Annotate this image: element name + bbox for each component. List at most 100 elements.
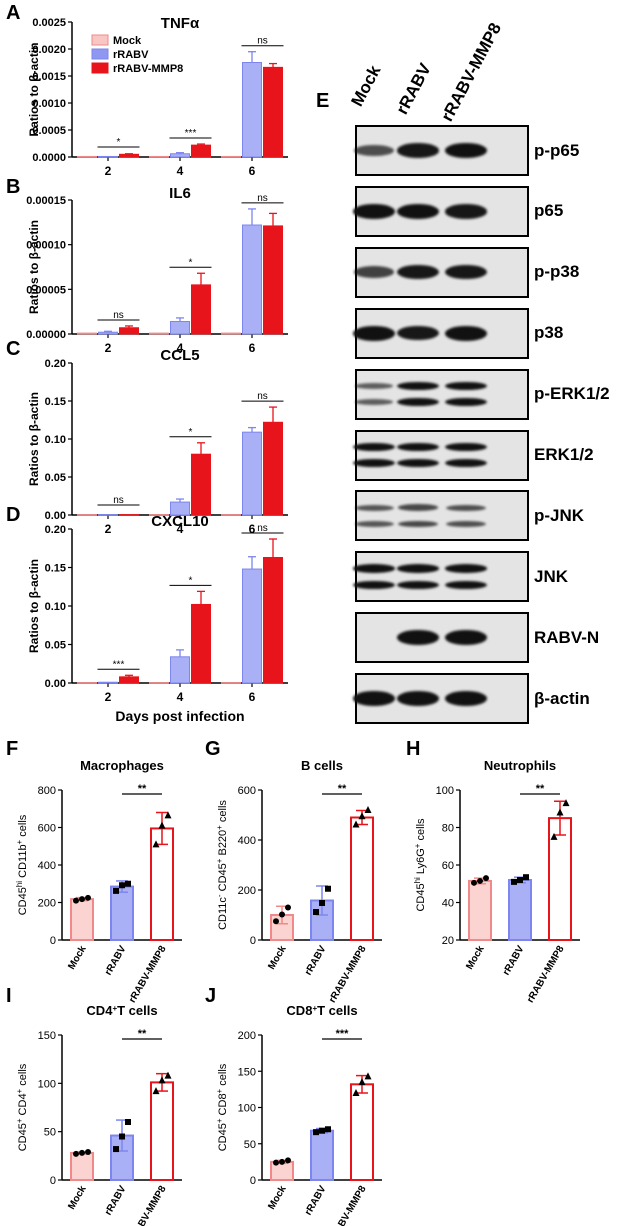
- blot-strip: [355, 612, 529, 664]
- y-tick-label: 0.10: [45, 434, 66, 446]
- blot-strip: [354, 125, 529, 176]
- data-point: [113, 1146, 119, 1153]
- data-point: [523, 874, 529, 881]
- data-point: [517, 877, 523, 883]
- data-point: [352, 820, 360, 828]
- blot-row-label: p-ERK1/2: [534, 384, 610, 404]
- bar: [119, 514, 139, 516]
- blot-strip: [354, 490, 529, 542]
- protein-band: [397, 143, 439, 158]
- protein-band: [397, 265, 439, 280]
- bar: [191, 284, 211, 335]
- bar: [149, 155, 169, 158]
- y-axis-label: Ratios to β-actin: [27, 392, 41, 486]
- bar: [221, 682, 241, 684]
- chart-d: CXCL10 0.00 0.05 0.10 0.15 0.20 Ratios to β-ac…: [27, 513, 288, 724]
- bar: [77, 155, 97, 158]
- blot-row-label: p-p65: [534, 140, 580, 160]
- data-point: [483, 875, 489, 882]
- panel-letter-h: H: [406, 738, 421, 760]
- y-tick-label: 0.20: [45, 358, 66, 370]
- y-axis-label: CD45hi Ly6G+ cells: [413, 818, 428, 912]
- protein-band: [446, 504, 486, 511]
- protein-band: [445, 265, 487, 280]
- x-tick-label: Mock: [266, 944, 289, 972]
- blot-strip: [353, 307, 529, 359]
- data-point: [325, 885, 331, 892]
- panel-letter-g: G: [205, 738, 221, 760]
- significance-label: *: [117, 137, 121, 148]
- protein-band: [353, 204, 395, 219]
- y-tick-label: 100: [436, 785, 454, 797]
- y-tick-label: 200: [238, 1030, 256, 1042]
- significance-label: ns: [257, 391, 268, 402]
- bar: [242, 568, 262, 684]
- bar: [263, 421, 283, 516]
- protein-band: [354, 399, 394, 406]
- data-point: [313, 909, 319, 915]
- y-tick-label: 100: [238, 1103, 256, 1115]
- significance-label: *: [189, 257, 193, 268]
- data-point: [73, 897, 79, 904]
- blot-strip: [353, 551, 529, 603]
- bar: [149, 682, 169, 684]
- x-tick-label: 2: [105, 690, 112, 704]
- bar: [221, 155, 241, 158]
- significance-label: ***: [185, 128, 197, 139]
- data-point: [285, 904, 291, 911]
- x-tick-label: rRABV-MMP8: [127, 1184, 169, 1226]
- data-point: [113, 887, 119, 894]
- bar: [191, 144, 211, 158]
- data-point: [550, 832, 558, 840]
- bar: [70, 1151, 94, 1182]
- y-axis-label: Ratios to β-actin: [27, 559, 41, 653]
- blot-row-label: RABV-N: [534, 627, 600, 647]
- x-tick-label: 6: [249, 164, 256, 178]
- bar: [508, 879, 532, 941]
- data-point: [358, 812, 366, 820]
- significance-label: ***: [336, 1028, 350, 1040]
- y-tick-label: 0.0020: [32, 44, 66, 56]
- bar: [263, 225, 283, 335]
- data-point: [471, 879, 477, 886]
- data-point: [279, 911, 285, 918]
- panel-letter-e: E: [316, 90, 330, 112]
- protein-band: [354, 504, 394, 511]
- y-tick-label: 800: [38, 785, 56, 797]
- bar: [170, 656, 190, 684]
- bar: [149, 514, 169, 516]
- bar: [263, 66, 283, 158]
- y-tick-label: 400: [38, 860, 56, 872]
- protein-band: [445, 458, 487, 468]
- x-tick-label: rRABV: [103, 944, 129, 978]
- data-point: [125, 1119, 131, 1125]
- bar: [310, 1129, 334, 1181]
- x-tick-label: 2: [105, 341, 112, 355]
- significance-label: **: [338, 783, 347, 795]
- protein-band: [445, 381, 487, 391]
- bar: [98, 155, 118, 158]
- significance-label: ns: [257, 523, 268, 534]
- bar: [191, 453, 211, 516]
- data-point: [158, 1076, 166, 1084]
- data-point: [273, 918, 279, 925]
- y-tick-label: 200: [238, 885, 256, 897]
- blot-row-label: p-JNK: [534, 505, 585, 525]
- y-tick-label: 600: [238, 785, 256, 797]
- significance-label: ns: [257, 36, 268, 47]
- chart-c: CCL5 0.00 0.05 0.10 0.15 0.20 Ratios to β-acti…: [27, 347, 288, 536]
- y-tick-label: 0.15: [45, 396, 66, 408]
- data-point: [79, 1149, 85, 1156]
- y-tick-label: 0: [50, 1175, 56, 1187]
- x-tick-label: 2: [105, 164, 112, 178]
- bar: [150, 1081, 174, 1182]
- x-tick-label: rRABV: [501, 944, 527, 978]
- bar: [170, 320, 190, 335]
- data-point: [313, 1129, 319, 1136]
- y-tick-label: 100: [38, 1078, 56, 1090]
- panel-letter-b: B: [6, 176, 21, 198]
- bar: [242, 431, 262, 516]
- data-point: [556, 808, 564, 816]
- bar: [119, 327, 139, 335]
- blot-strip: [354, 368, 529, 420]
